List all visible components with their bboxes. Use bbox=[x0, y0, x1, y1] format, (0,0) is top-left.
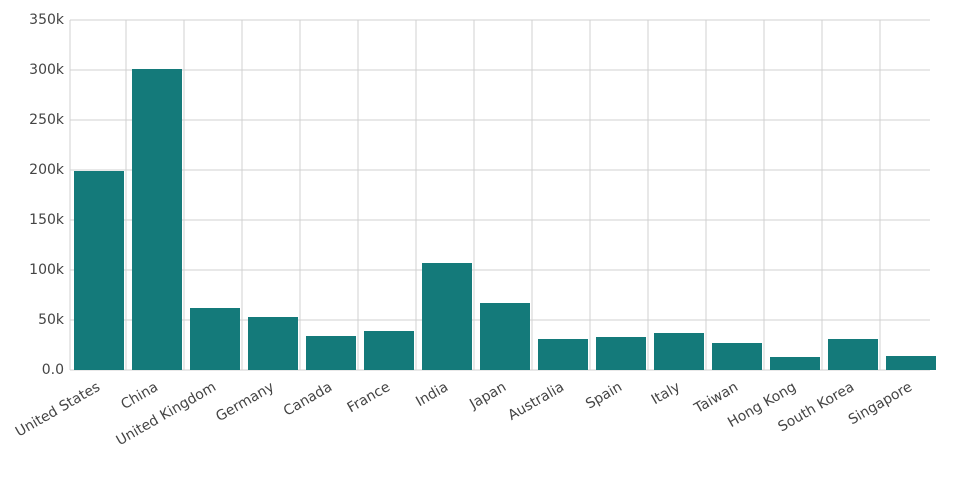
x-tick-label: United Kingdom bbox=[114, 379, 219, 449]
bar bbox=[480, 303, 530, 370]
x-tick-label: Germany bbox=[213, 379, 277, 425]
bar bbox=[74, 171, 124, 370]
bar bbox=[712, 343, 762, 370]
x-tick-label: India bbox=[413, 379, 451, 410]
bar bbox=[422, 263, 472, 370]
x-tick-label: France bbox=[345, 379, 393, 416]
x-tick-label: Singapore bbox=[846, 379, 915, 428]
y-tick-label: 200k bbox=[29, 162, 65, 178]
bar bbox=[364, 331, 414, 370]
x-tick-label: Canada bbox=[281, 379, 335, 419]
x-tick-label: Italy bbox=[649, 379, 683, 408]
bar bbox=[654, 333, 704, 370]
y-tick-label: 300k bbox=[29, 62, 65, 78]
y-tick-label: 250k bbox=[29, 112, 65, 128]
y-tick-label: 100k bbox=[29, 262, 65, 278]
bar bbox=[190, 308, 240, 370]
bar bbox=[828, 339, 878, 370]
bar bbox=[248, 317, 298, 370]
bar bbox=[596, 337, 646, 370]
bar bbox=[306, 336, 356, 370]
y-tick-label: 50k bbox=[38, 312, 65, 328]
bar bbox=[538, 339, 588, 370]
x-tick-label: United States bbox=[13, 379, 103, 440]
y-tick-label: 150k bbox=[29, 212, 65, 228]
x-tick-label: Japan bbox=[466, 379, 509, 413]
bar bbox=[132, 69, 182, 370]
x-tick-label: China bbox=[118, 379, 161, 413]
x-tick-label: Australia bbox=[505, 379, 567, 424]
y-tick-label: 350k bbox=[29, 12, 65, 28]
bar bbox=[770, 357, 820, 370]
x-tick-label: Spain bbox=[583, 379, 625, 412]
bar bbox=[886, 356, 936, 370]
y-tick-label: 0.0 bbox=[42, 362, 64, 378]
